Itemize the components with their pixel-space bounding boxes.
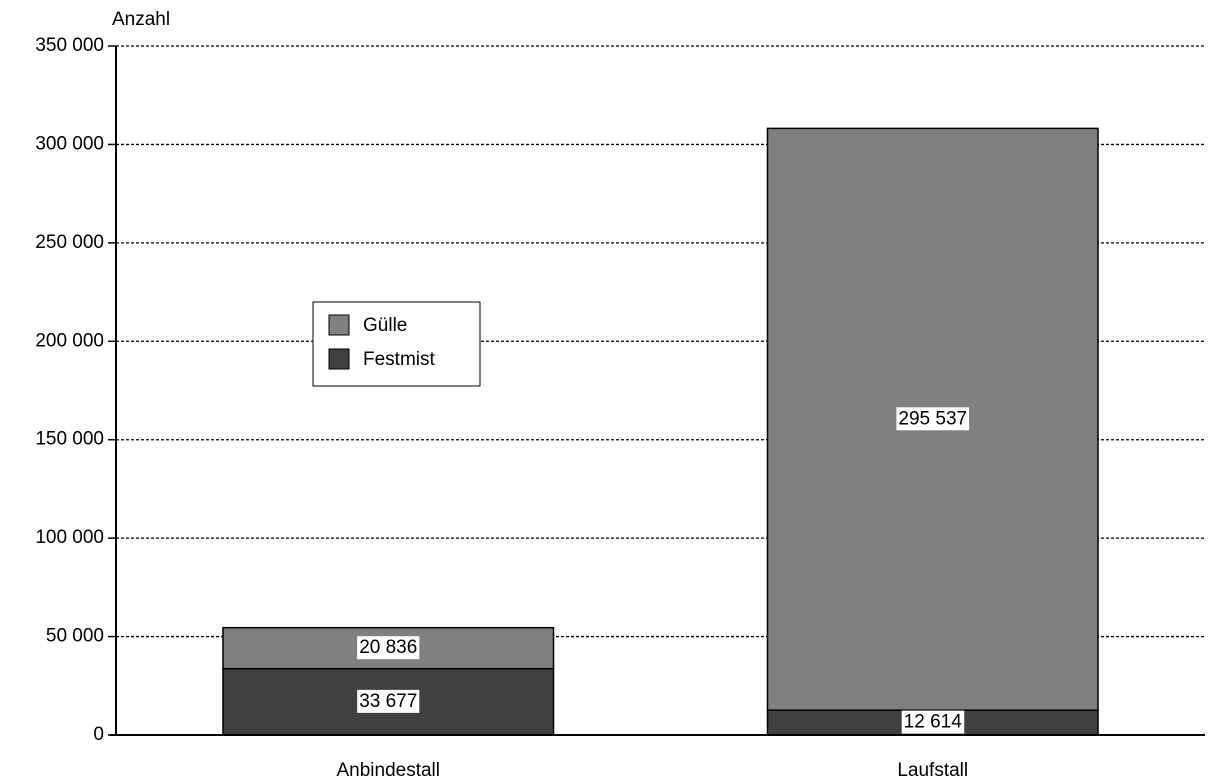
value-label-bg (357, 689, 420, 713)
value-label: 295 537 (898, 408, 967, 429)
value-label: 20 836 (359, 637, 417, 658)
legend-label: Gülle (363, 315, 407, 336)
y-tick-label: 200 000 (35, 330, 104, 351)
y-tick-label: 150 000 (35, 429, 104, 450)
legend-swatch (328, 314, 350, 336)
y-tick-label: 350 000 (35, 35, 104, 56)
y-tick-label: 250 000 (35, 232, 104, 253)
legend-swatch (328, 348, 350, 370)
x-tick-label: Laufstall (897, 760, 968, 781)
y-tick-label: 0 (93, 724, 104, 745)
value-label-bg (357, 636, 420, 660)
y-tick-label: 300 000 (35, 133, 104, 154)
y-axis-label: Anzahl (112, 9, 170, 30)
value-label: 12 614 (904, 712, 963, 733)
value-label-bg (901, 710, 965, 734)
y-tick-label: 50 000 (46, 626, 104, 647)
x-tick-label: Anbindestall (336, 760, 440, 781)
value-label: 33 677 (359, 691, 417, 712)
y-tick-label: 100 000 (35, 527, 104, 548)
value-label-bg (896, 407, 970, 431)
legend-label: Festmist (363, 349, 436, 370)
